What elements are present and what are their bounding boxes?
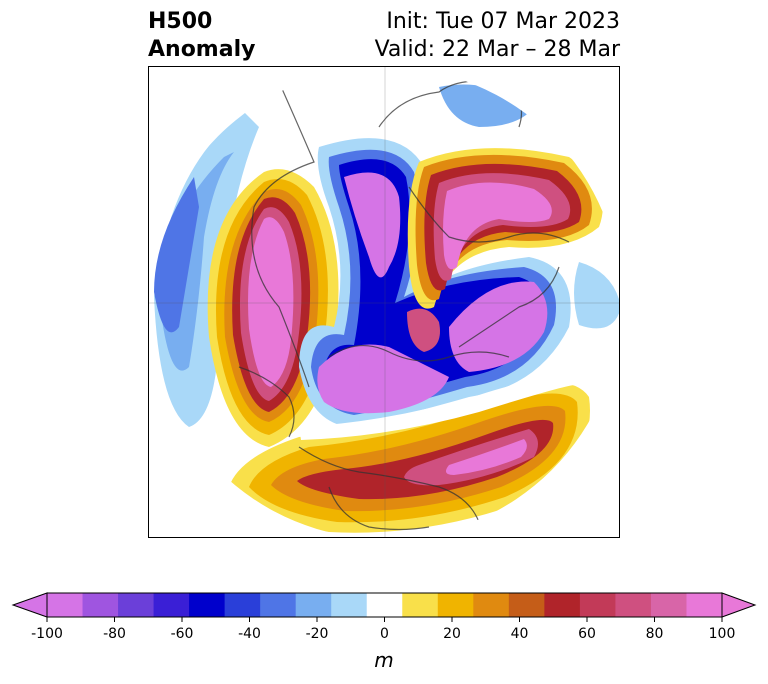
colorbar-swatch [260, 593, 297, 617]
colorbar-swatch [615, 593, 652, 617]
colorbar [11, 592, 757, 622]
colorbar-extend-low [11, 592, 48, 618]
colorbar-tick-label: -100 [31, 626, 63, 642]
colorbar-swatch [437, 593, 474, 617]
init-date: Init: Tue 07 Mar 2023 [386, 9, 620, 34]
units-label: m [374, 648, 394, 672]
colorbar-swatch [402, 593, 439, 617]
valid-range: Valid: 22 Mar – 28 Mar [374, 37, 620, 62]
atlantic-negative [574, 262, 619, 329]
colorbar-swatch [473, 593, 510, 617]
graticule [149, 67, 619, 537]
colorbar-swatch [331, 593, 368, 617]
colorbar-tick-label: 100 [708, 626, 736, 642]
north-pacific-negative [439, 84, 534, 127]
colorbar-tick-label: -40 [238, 626, 261, 642]
title-right: Init: Tue 07 Mar 2023 Valid: 22 Mar – 28… [375, 8, 620, 64]
colorbar-tick-label: -80 [103, 626, 126, 642]
colorbar-swatch [686, 593, 723, 617]
colorbar-swatch [295, 593, 332, 617]
greenland-trough [344, 172, 401, 278]
colorbar-tick-label: 0 [380, 626, 389, 642]
colorbar-tick-label: 80 [645, 626, 664, 642]
title-field: Anomaly [148, 37, 256, 62]
neutral-band [299, 378, 574, 440]
map-panel [148, 66, 620, 538]
canada-trough-lobe [449, 281, 548, 372]
colorbar-swatch [189, 593, 226, 617]
colorbar-swatch [579, 593, 616, 617]
colorbar-extend-high [721, 592, 757, 618]
colorbar-tick-label: -60 [170, 626, 194, 642]
colorbar-swatch [118, 593, 155, 617]
colorbar-tick-label: 20 [443, 626, 461, 642]
colorbar-swatch [508, 593, 545, 617]
colorbar-swatch [47, 593, 84, 617]
anomaly-map [149, 67, 619, 537]
colorbar-tick-label: -20 [305, 626, 329, 642]
colorbar-swatch [153, 593, 190, 617]
title-variable: H500 [148, 9, 213, 34]
title-left: H500 Anomaly [148, 8, 255, 64]
colorbar-tick-label: 60 [578, 626, 596, 642]
colorbar-swatch [224, 593, 261, 617]
colorbar-swatch [82, 593, 119, 617]
pacific-negative-inner [154, 177, 199, 333]
scandinavia-ridge [407, 308, 440, 352]
europe-ridge [407, 148, 603, 309]
colorbar-swatch [366, 593, 403, 617]
colorbar-swatch [650, 593, 687, 617]
colorbar-tick-label: 40 [510, 626, 529, 642]
southeast-ridge [229, 382, 590, 533]
arctic-trough-lobe [317, 344, 449, 414]
colorbar-swatch [544, 593, 581, 617]
